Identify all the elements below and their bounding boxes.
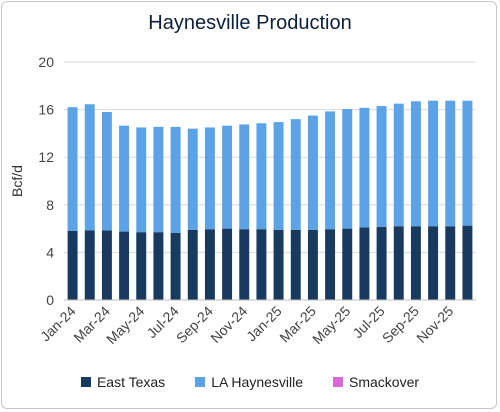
y-tick-labels: 0 4 8 12 16 20 xyxy=(38,54,54,308)
y-tick-label: 4 xyxy=(46,244,54,260)
bar-la-haynesville xyxy=(307,115,318,230)
x-tick-labels: Jan-24Mar-24May-24Jul-24Sep-24Nov-24Jan-… xyxy=(37,303,456,347)
x-tick-label: Nov-25 xyxy=(413,303,456,346)
x-tick-label: Jan-24 xyxy=(37,303,79,345)
bar-east-texas xyxy=(410,226,421,300)
x-tick-label: Nov-24 xyxy=(207,303,250,346)
bar-la-haynesville xyxy=(119,125,130,232)
bar-la-haynesville xyxy=(273,122,284,230)
bar-la-haynesville xyxy=(325,111,336,230)
bar-la-haynesville xyxy=(256,123,267,230)
bar-la-haynesville xyxy=(359,107,370,228)
bar-east-texas xyxy=(273,229,284,300)
bar-la-haynesville xyxy=(410,101,421,227)
x-tick-label: Sep-25 xyxy=(379,303,422,346)
bar-east-texas xyxy=(239,229,250,300)
bar-la-haynesville xyxy=(393,103,404,227)
grid-lines xyxy=(64,61,476,253)
legend: East Texas LA Haynesville Smackover xyxy=(0,374,500,390)
bar-la-haynesville xyxy=(136,127,147,233)
bar-east-texas xyxy=(67,230,78,300)
bar-la-haynesville xyxy=(462,100,473,226)
bar-east-texas xyxy=(428,226,439,300)
bar-east-texas xyxy=(342,228,353,300)
legend-swatch-la-haynesville xyxy=(195,377,206,387)
bar-east-texas xyxy=(307,229,318,300)
bar-east-texas xyxy=(256,229,267,300)
chart-title: Haynesville Production xyxy=(148,12,352,34)
bar-la-haynesville xyxy=(153,126,164,233)
bar-east-texas xyxy=(462,225,473,300)
bar-la-haynesville xyxy=(376,106,387,227)
bar-east-texas xyxy=(359,227,370,300)
legend-label-la-haynesville: LA Haynesville xyxy=(211,374,304,390)
bar-east-texas xyxy=(101,230,112,300)
x-tick-label: Sep-24 xyxy=(173,303,216,346)
bar-east-texas xyxy=(84,230,95,300)
y-tick-label: 0 xyxy=(46,292,54,308)
bar-east-texas xyxy=(119,231,130,300)
legend-swatch-east-texas xyxy=(80,377,91,387)
legend-swatch-smackover xyxy=(333,377,344,387)
y-tick-label: 12 xyxy=(38,149,54,165)
bar-la-haynesville xyxy=(84,104,95,231)
y-axis-label: Bcf/d xyxy=(9,165,25,197)
bar-east-texas xyxy=(393,226,404,300)
bar-la-haynesville xyxy=(290,119,301,230)
legend-item-smackover: Smackover xyxy=(333,374,419,390)
y-tick-label: 8 xyxy=(46,197,54,213)
bar-east-texas xyxy=(170,232,181,300)
bar-la-haynesville xyxy=(101,111,112,231)
bars xyxy=(67,100,473,300)
legend-item-la-haynesville: LA Haynesville xyxy=(195,374,303,390)
bar-la-haynesville xyxy=(239,124,250,230)
bar-east-texas xyxy=(187,229,198,300)
bar-la-haynesville xyxy=(187,128,198,230)
x-tick-label: May-24 xyxy=(103,303,147,347)
x-tick-label: May-25 xyxy=(309,303,353,347)
y-tick-label: 20 xyxy=(38,54,54,70)
legend-label-smackover: Smackover xyxy=(349,374,420,390)
bar-la-haynesville xyxy=(222,125,233,229)
bar-east-texas xyxy=(222,228,233,300)
bar-east-texas xyxy=(376,226,387,300)
legend-label-east-texas: East Texas xyxy=(96,374,166,390)
bar-east-texas xyxy=(153,232,164,300)
bar-la-haynesville xyxy=(170,126,181,233)
bar-la-haynesville xyxy=(445,100,456,227)
bar-la-haynesville xyxy=(204,127,215,230)
y-tick-label: 16 xyxy=(38,102,54,118)
bar-east-texas xyxy=(445,226,456,300)
legend-item-east-texas: East Texas xyxy=(80,374,166,390)
bar-east-texas xyxy=(325,229,336,300)
bar-la-haynesville xyxy=(342,109,353,229)
x-tick-label: Jan-25 xyxy=(243,303,285,345)
bar-east-texas xyxy=(290,229,301,300)
bar-la-haynesville xyxy=(428,100,439,227)
bar-east-texas xyxy=(204,229,215,300)
bar-la-haynesville xyxy=(67,107,78,231)
bar-east-texas xyxy=(136,232,147,300)
